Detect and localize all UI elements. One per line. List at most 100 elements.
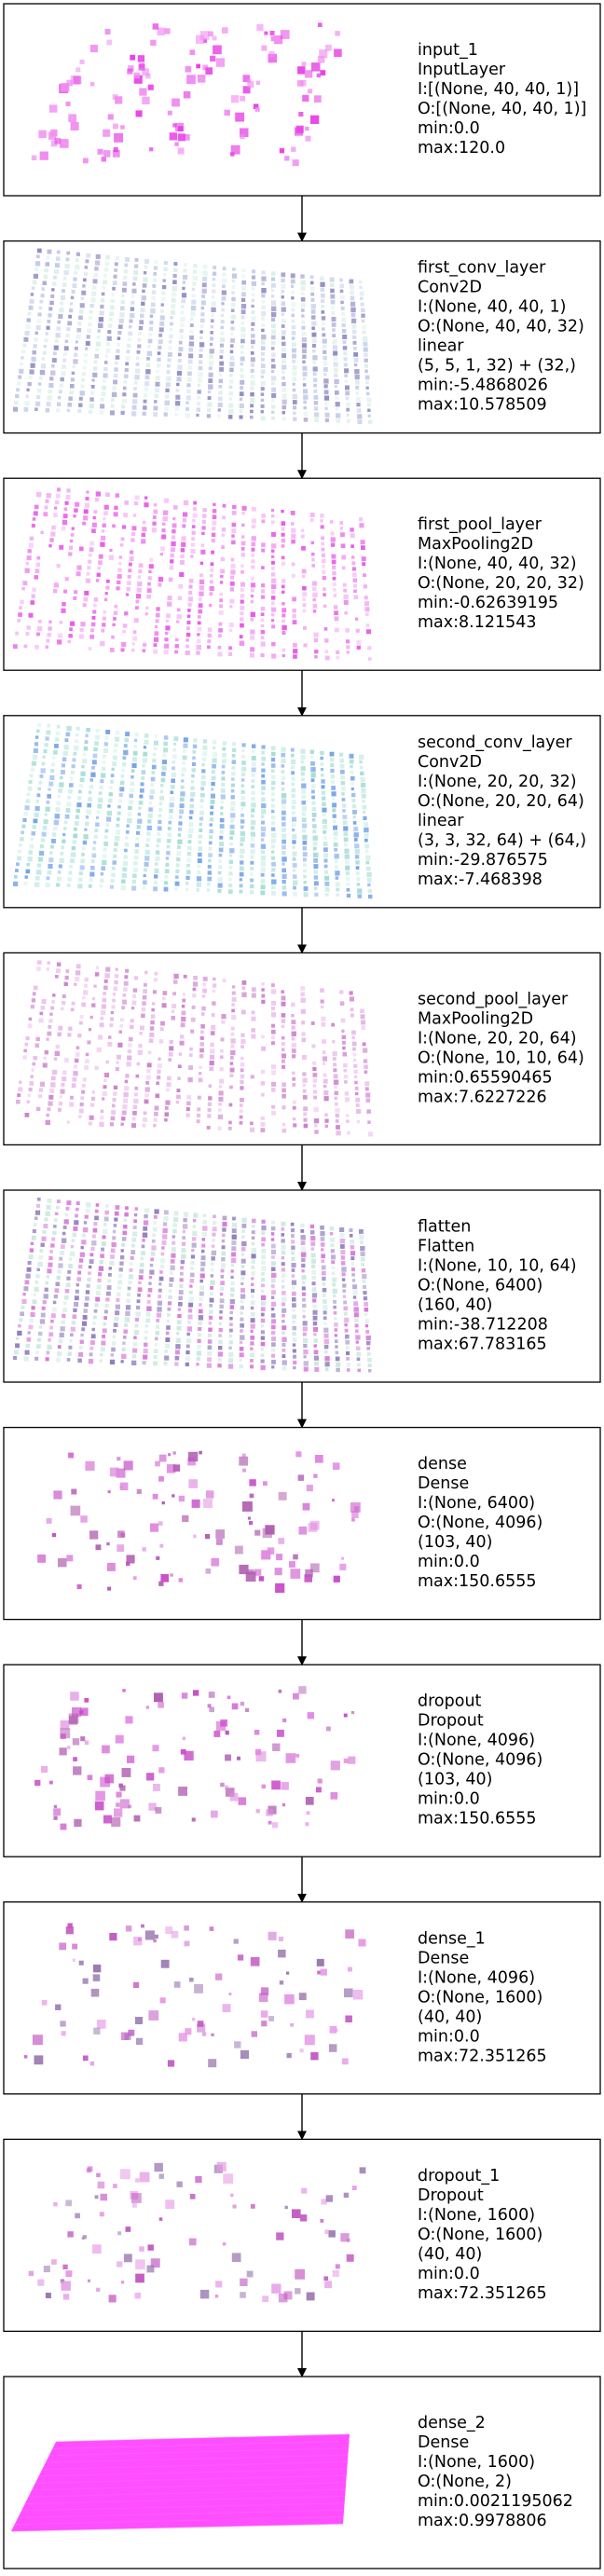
tensor-cell (300, 766, 306, 772)
tensor-cell (218, 622, 223, 626)
tensor-cell (14, 1350, 20, 1355)
tensor-cell (202, 1226, 208, 1231)
tensor-cell (124, 1322, 129, 1327)
tensor-cell (281, 770, 285, 774)
tensor-cell (271, 543, 277, 549)
tensor-cell (355, 1335, 361, 1340)
tensor-cell (74, 1058, 79, 1063)
tensor-cell (200, 787, 205, 791)
tensor-cell (231, 1252, 236, 1257)
tensor-cell (105, 1297, 110, 1302)
tensor-cell (311, 558, 315, 562)
tensor-cell (178, 1064, 182, 1069)
tensor-cell (199, 1042, 204, 1047)
tensor-cell (219, 361, 225, 366)
tensor-cell (151, 1245, 157, 1251)
tensor-cell (88, 647, 92, 651)
tensor-cell (146, 1068, 151, 1074)
tensor-cell (46, 1350, 50, 1355)
tensor-cell (180, 322, 185, 328)
tensor-cell (312, 829, 317, 834)
tensor-cell (72, 1314, 77, 1319)
tensor-cell (126, 1561, 130, 1566)
tensor-cell (140, 788, 144, 793)
tensor-cell (292, 602, 296, 608)
tensor-cell (102, 1090, 107, 1096)
tensor-cell (322, 1050, 326, 1055)
tensor-cell (150, 302, 156, 308)
tensor-cell (117, 330, 122, 335)
tensor-cell (27, 619, 33, 624)
tensor-cell (229, 593, 234, 597)
tensor-cell (43, 582, 48, 586)
tensor-cell (281, 510, 284, 514)
tensor-cell (19, 843, 22, 847)
tensor-cell (98, 797, 103, 803)
tensor-cell (57, 876, 62, 882)
tensor-cell (221, 545, 225, 549)
tensor-cell (293, 1692, 299, 1700)
tensor-cell (208, 366, 213, 371)
tensor-cell (134, 611, 139, 616)
tensor-cell (276, 1554, 283, 1561)
tensor-cell (111, 767, 115, 771)
tensor-cell (149, 788, 156, 794)
tensor-cell (335, 644, 339, 649)
tensor-cell (302, 1077, 308, 1083)
tensor-cell (48, 313, 52, 318)
tensor-cell (231, 765, 236, 770)
tensor-cell (73, 1766, 82, 1775)
tensor-cell (167, 596, 172, 600)
tensor-cell (93, 366, 98, 371)
tensor-cell (122, 867, 128, 872)
tensor-cell (293, 654, 297, 659)
tensor-cell (301, 1055, 307, 1060)
tensor-cell (219, 824, 225, 829)
tensor-cell (240, 1253, 244, 1256)
tensor-cell (80, 1707, 89, 1716)
tensor-cell (76, 1277, 81, 1281)
tensor-cell (77, 1270, 82, 1275)
tensor-cell (117, 568, 122, 572)
tensor-cell (351, 1517, 355, 1522)
tensor-cell (178, 815, 183, 819)
tensor-cell (176, 845, 181, 849)
tensor-cell (110, 1010, 114, 1015)
tensor-cell (189, 560, 194, 565)
tensor-cell (330, 294, 336, 299)
tensor-cell (134, 1086, 139, 1090)
tensor-cell (89, 397, 94, 402)
tensor-cell (92, 610, 97, 614)
tensor-cell (125, 1206, 129, 1210)
tensor-cell (230, 788, 235, 793)
layer-name: dropout (418, 1692, 482, 1711)
tensor-cell (240, 819, 245, 824)
tensor-cell (334, 1328, 338, 1332)
tensor-cell (185, 1356, 190, 1362)
tensor-cell (105, 966, 111, 972)
tensor-cell (103, 366, 108, 372)
layer-detail: max:72.351265 (418, 2047, 547, 2065)
tensor-cell (122, 629, 126, 634)
tensor-cell (324, 893, 329, 897)
tensor-cell (303, 643, 308, 648)
tensor-cell (120, 125, 125, 130)
tensor-cell (142, 527, 147, 532)
tensor-cell (49, 377, 54, 381)
tensor-cell (302, 94, 309, 102)
tensor-cell (73, 751, 77, 756)
tensor-cell (251, 1271, 255, 1276)
tensor-cell (268, 1820, 272, 1825)
tensor-cell (239, 391, 244, 396)
tensor-cell (260, 1324, 264, 1328)
tensor-cell (207, 870, 212, 875)
tensor-cell (368, 1369, 372, 1373)
tensor-cell (310, 546, 314, 550)
tensor-cell (114, 1079, 118, 1083)
tensor-cell (189, 572, 194, 577)
tensor-cell (13, 406, 19, 412)
tensor-cell (48, 781, 54, 787)
tensor-cell (331, 1254, 336, 1260)
tensor-cell (271, 648, 276, 652)
tensor-cell (199, 834, 203, 839)
